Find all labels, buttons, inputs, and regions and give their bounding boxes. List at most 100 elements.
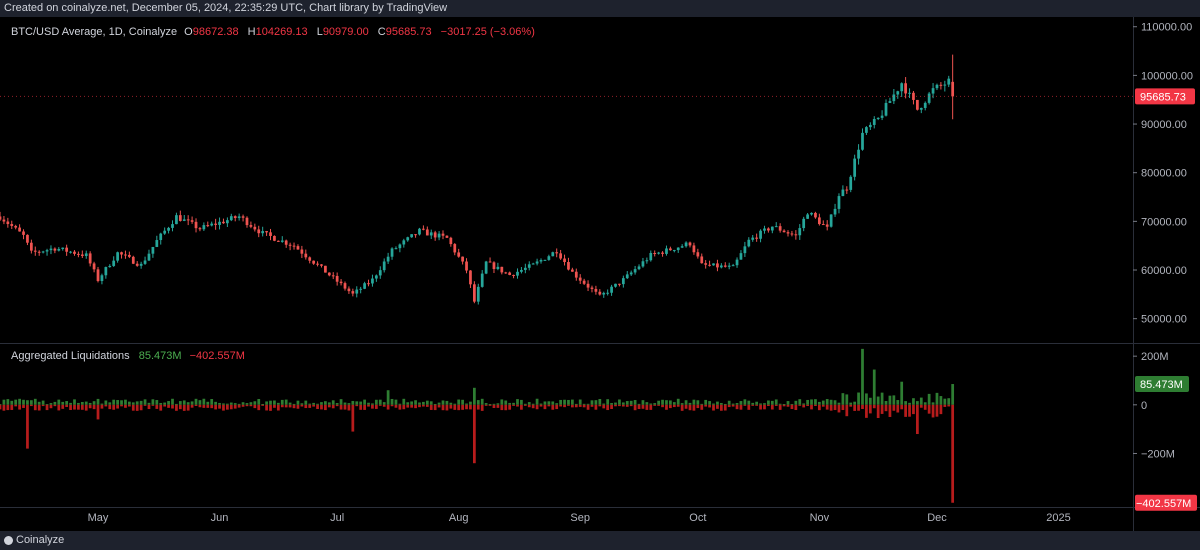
time-tick-label: Jul [330,512,344,524]
liq-bar-long [457,399,461,405]
liq-bar-long [943,398,947,405]
liq-bar-long [582,403,586,405]
candle [80,254,84,256]
candle [300,249,304,254]
candle [802,218,806,229]
liq-bar-short [810,404,813,410]
candle [806,214,809,219]
candle [151,246,155,254]
liq-bar-short [516,404,519,407]
liq-bar-long [394,399,398,405]
candle [543,259,547,261]
candle [128,254,131,257]
liq-bar-long [527,402,531,405]
liq-bar-long [621,402,625,405]
chart-canvas[interactable]: 110000.00 100000.00 90000.00 80000.00 70000.… [0,17,1200,531]
liq-bar-short [590,404,594,407]
liq-bar-short [22,404,25,408]
liq-negative-badge-label: −402.557M [1136,498,1191,510]
liq-bar-short [292,404,296,409]
liq-bar-short [602,404,606,409]
candle [296,246,300,250]
liq-bar-short [547,404,551,407]
liq-bar-long [821,400,825,405]
candle [692,245,696,253]
liq-bar-long [194,398,198,405]
liq-bar-short [469,404,472,410]
liq-bar-long [637,403,641,405]
liq-bar-long [806,399,809,405]
liq-bar-short [296,404,300,409]
liq-bar-long [606,399,610,405]
liq-bar-short [488,404,492,406]
liq-bar-short [672,404,676,408]
liq-bar-long [378,399,382,405]
liq-bar-short [825,404,829,410]
liq-bar-long [335,403,339,405]
candle [327,272,331,276]
candle [175,215,178,225]
liq-bar-short [523,404,527,406]
candle [892,94,896,102]
candle [755,237,759,239]
candle [284,240,288,245]
liq-bar-long [241,402,245,405]
high-value: 104269.13 [255,26,308,38]
liq-bar-long [131,402,135,405]
candle [131,256,135,264]
liq-bar-short [853,404,857,411]
liq-bar-long [422,401,425,405]
candle [751,237,755,240]
liq-bar-short [606,404,610,411]
liq-bar-short [312,404,316,407]
candle [202,225,206,230]
liq-bar-short [77,404,80,410]
liq-bar-long [680,403,684,405]
price-tick-label: 90000.00 [1141,119,1187,131]
liq-bar-short [69,404,72,411]
liq-bar-short [457,404,461,411]
liq-bar-long [504,400,508,405]
liq-bar-long [155,400,159,405]
liq-bar-long [61,401,65,405]
liq-bar-short [876,404,880,419]
liq-bar-long [872,369,876,405]
liq-bar-long [22,399,25,405]
candle [390,248,394,257]
liq-bar-long [343,402,347,405]
candle [237,216,241,219]
candle [927,93,931,103]
liq-bar-short [665,404,668,410]
liq-bar-short [167,404,170,408]
liq-bar-short [559,404,562,407]
candle [194,221,198,229]
liq-bar-short [155,404,159,409]
liq-bar-short [618,404,621,407]
liq-bar-long [880,392,884,405]
liq-bar-long [496,403,500,405]
candle [610,286,613,293]
liq-bar-long [461,399,464,405]
liq-bar-short [241,404,245,407]
candle [523,267,527,270]
liq-bar-short [484,404,488,406]
candle [931,88,935,94]
liq-bar-short [37,404,41,411]
candle [10,224,14,226]
candle [731,265,735,267]
time-tick-label: May [88,512,109,524]
candle [621,278,625,285]
liq-bar-long [45,404,49,406]
liq-bar-long [120,400,123,405]
liq-bar-short [284,404,288,408]
liq-bar-long [602,403,606,405]
liq-bar-long [202,398,206,405]
candle [96,269,100,282]
candle [763,228,766,231]
liq-bar-short [441,404,445,411]
candle [951,81,955,97]
candle [2,219,6,222]
candle [872,118,876,125]
open-value: 98672.38 [192,26,239,38]
candle [100,275,104,282]
